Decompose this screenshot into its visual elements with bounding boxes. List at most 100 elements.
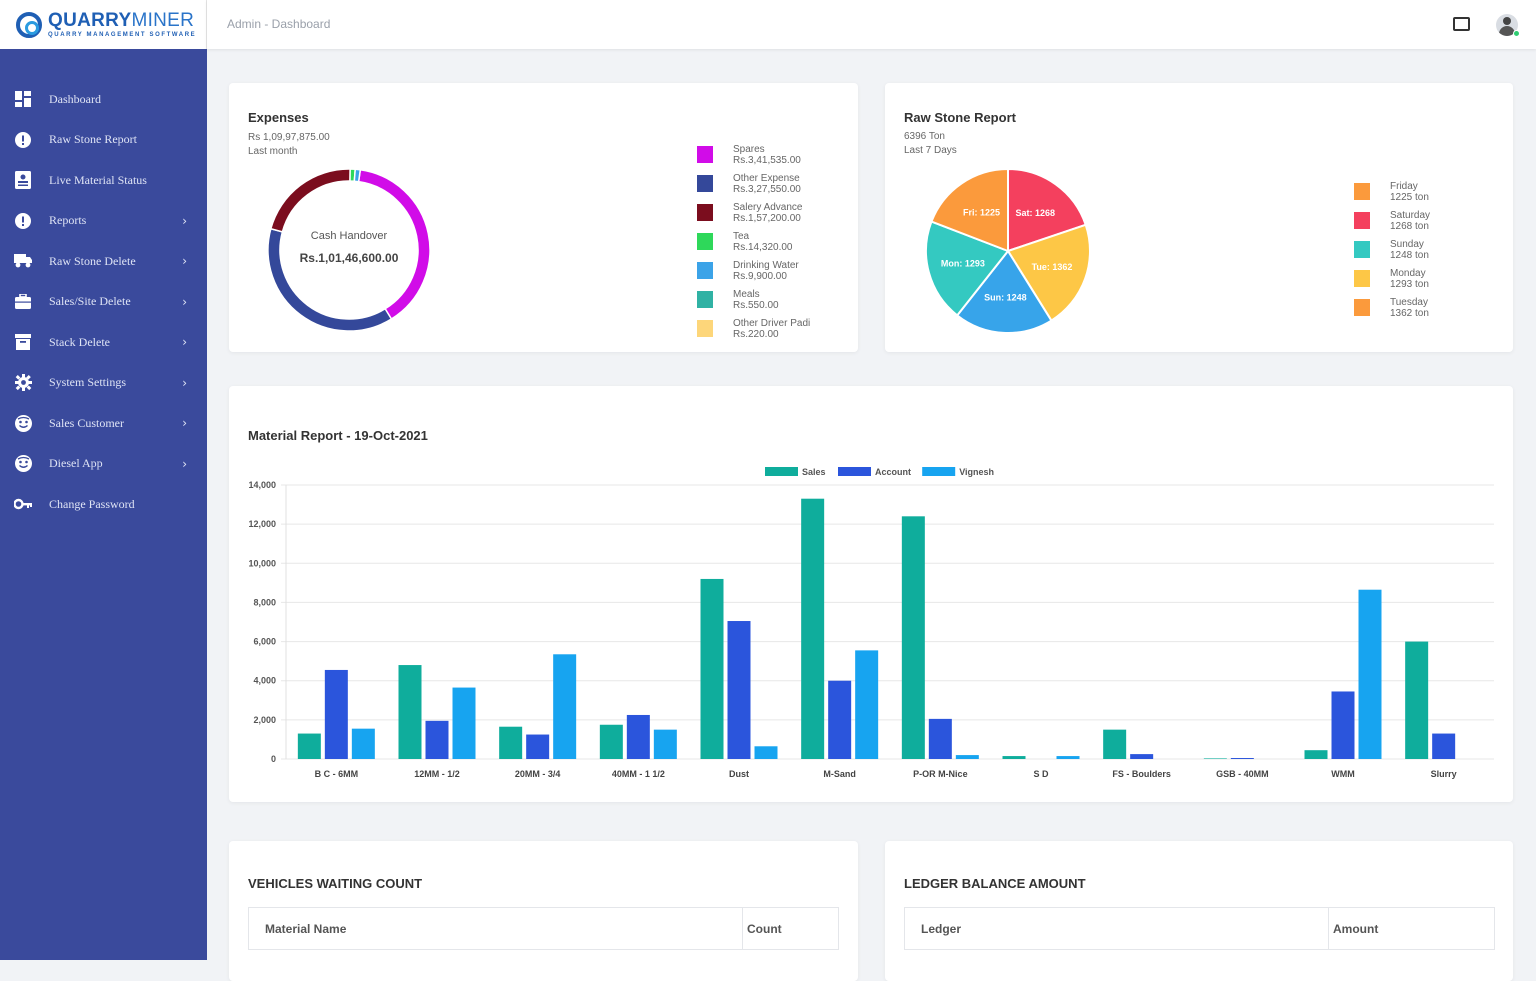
- legend-value: Rs.550.00: [733, 300, 779, 311]
- legend-item[interactable]: Meals Rs.550.00: [697, 289, 810, 318]
- pie-slice[interactable]: [925, 220, 1010, 317]
- bar[interactable]: [801, 498, 825, 759]
- legend-label: Drinking Water: [733, 260, 799, 271]
- bar[interactable]: [928, 718, 952, 759]
- legend-item[interactable]: Friday 1225 ton: [1354, 181, 1430, 210]
- column-header[interactable]: Material Name: [248, 907, 743, 950]
- legend-swatch: [697, 146, 713, 163]
- bar[interactable]: [398, 665, 422, 759]
- sidebar-item-label: Raw Stone Delete: [49, 253, 136, 268]
- donut-slice[interactable]: [269, 168, 351, 233]
- sidebar-item-label: System Settings: [49, 375, 127, 390]
- contact-card-icon: [14, 171, 32, 190]
- bar[interactable]: [1103, 729, 1127, 759]
- sidebar-item-dashboard[interactable]: Dashboard: [0, 79, 207, 120]
- bar[interactable]: [1230, 758, 1254, 759]
- legend-label: Friday: [1390, 181, 1418, 192]
- breadcrumb: Admin - Dashboard: [227, 17, 331, 31]
- dashboard-icon: [14, 90, 32, 108]
- bar[interactable]: [297, 733, 321, 759]
- bar[interactable]: [1331, 691, 1355, 759]
- sidebar-item-change-password[interactable]: Change Password: [0, 484, 207, 525]
- legend-item[interactable]: Tea Rs.14,320.00: [697, 231, 810, 260]
- bar[interactable]: [499, 726, 523, 759]
- bar[interactable]: [553, 654, 577, 759]
- bar[interactable]: [1405, 641, 1429, 759]
- bar[interactable]: [754, 746, 778, 759]
- legend-label: Other Expense: [733, 173, 800, 184]
- bar[interactable]: [700, 578, 724, 759]
- donut-slice[interactable]: [267, 227, 393, 332]
- column-header[interactable]: Amount: [1328, 907, 1495, 950]
- legend-value: Rs.14,320.00: [733, 242, 793, 253]
- legend-item[interactable]: Salery Advance Rs.1,57,200.00: [697, 202, 810, 231]
- raw-stone-pie-chart: Sat: 1268 Tue: 1362 Sun: 1248 Mon: 1293 Fri:…: [925, 167, 1091, 334]
- bar[interactable]: [1056, 756, 1080, 759]
- bar[interactable]: [1203, 758, 1227, 759]
- sidebar-item-stack-delete[interactable]: Stack Delete ›: [0, 322, 207, 363]
- legend-value: Rs.3,41,535.00: [733, 155, 801, 166]
- bar[interactable]: [351, 728, 375, 759]
- sidebar-item-reports[interactable]: Reports ›: [0, 201, 207, 242]
- pie-slice[interactable]: [930, 167, 1009, 253]
- legend-swatch[interactable]: [922, 467, 956, 476]
- archive-icon: [14, 333, 32, 351]
- brand-tagline: QUARRY MANAGEMENT SOFTWARE: [48, 32, 197, 38]
- vehicles-title: VEHICLES WAITING COUNT: [248, 876, 423, 891]
- legend-item[interactable]: Monday 1293 ton: [1354, 268, 1430, 297]
- legend-swatch[interactable]: [838, 467, 871, 476]
- bar[interactable]: [1432, 733, 1456, 759]
- bar[interactable]: [828, 680, 852, 759]
- bar[interactable]: [855, 650, 879, 759]
- bar[interactable]: [727, 621, 751, 759]
- sidebar-item-live-material-status[interactable]: Live Material Status: [0, 160, 207, 201]
- vehicles-card: VEHICLES WAITING COUNT Material Name Cou…: [229, 841, 858, 981]
- bar[interactable]: [901, 516, 925, 759]
- donut-slice[interactable]: [357, 168, 431, 321]
- sidebar-item-sales-site-delete[interactable]: Sales/Site Delete ›: [0, 282, 207, 323]
- expenses-donut-chart: [267, 168, 431, 332]
- donut-slice[interactable]: [353, 168, 362, 183]
- x-tick-label: S D: [1033, 769, 1049, 779]
- pie-slice-label: Fri: 1225: [963, 207, 1000, 217]
- bar[interactable]: [599, 724, 623, 759]
- pie-slice[interactable]: [955, 249, 1053, 334]
- bar[interactable]: [324, 669, 348, 759]
- column-header[interactable]: Ledger: [904, 907, 1329, 950]
- bar[interactable]: [1358, 589, 1382, 759]
- bar[interactable]: [626, 714, 650, 759]
- legend-item[interactable]: Spares Rs.3,41,535.00: [697, 144, 810, 173]
- bar[interactable]: [653, 729, 677, 759]
- avatar[interactable]: [1496, 14, 1518, 36]
- bar[interactable]: [452, 687, 476, 759]
- bar[interactable]: [1130, 754, 1154, 759]
- sidebar-item-sales-customer[interactable]: Sales Customer ›: [0, 403, 207, 444]
- bar[interactable]: [1304, 750, 1328, 759]
- column-header[interactable]: Count: [742, 907, 839, 950]
- legend-swatch[interactable]: [765, 467, 798, 476]
- brand-name-bold: QUARRY: [48, 10, 132, 31]
- bar[interactable]: [425, 720, 449, 759]
- legend-item[interactable]: Drinking Water Rs.9,900.00: [697, 260, 810, 289]
- pie-slice-label: Tue: 1362: [1032, 262, 1073, 272]
- legend-item[interactable]: Other Driver Padi Rs.220.00: [697, 318, 810, 347]
- sidebar-item-raw-stone-report[interactable]: Raw Stone Report: [0, 120, 207, 161]
- legend-item[interactable]: Other Expense Rs.3,27,550.00: [697, 173, 810, 202]
- legend-item[interactable]: Tuesday 1362 ton: [1354, 297, 1430, 326]
- sidebar-item-diesel-app[interactable]: Diesel App ›: [0, 444, 207, 485]
- legend-swatch: [1354, 299, 1370, 316]
- chevron-right-icon: ›: [182, 213, 187, 228]
- legend-label: Account: [875, 467, 911, 477]
- sidebar-item-system-settings[interactable]: System Settings ›: [0, 363, 207, 404]
- bar[interactable]: [955, 755, 979, 759]
- legend-item[interactable]: Sunday 1248 ton: [1354, 239, 1430, 268]
- legend-value: 1248 ton: [1390, 250, 1429, 261]
- bar[interactable]: [526, 734, 550, 759]
- legend-label: Sales: [802, 467, 826, 477]
- sidebar-item-raw-stone-delete[interactable]: Raw Stone Delete ›: [0, 241, 207, 282]
- bar[interactable]: [1002, 756, 1026, 759]
- brand-logo[interactable]: QUARRYMINER QUARRY MANAGEMENT SOFTWARE: [0, 0, 207, 49]
- legend-item[interactable]: Saturday 1268 ton: [1354, 210, 1430, 239]
- pie-slice[interactable]: [1006, 223, 1091, 322]
- fullscreen-icon[interactable]: [1453, 17, 1470, 31]
